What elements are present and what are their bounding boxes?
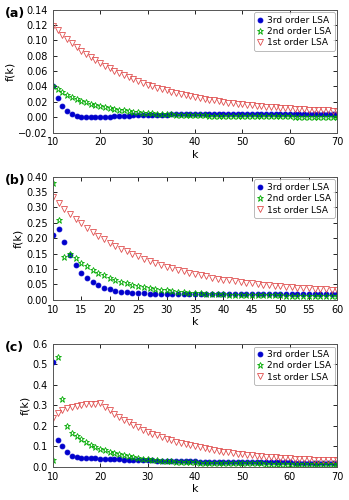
1st order LSA	[226, 450, 230, 456]
3rd order LSA	[335, 460, 339, 466]
1st order LSA	[113, 242, 118, 248]
3rd order LSA	[107, 456, 112, 462]
2nd order LSA	[335, 114, 339, 119]
2nd order LSA	[155, 457, 159, 463]
2nd order LSA	[51, 84, 55, 89]
2nd order LSA	[297, 114, 302, 119]
3rd order LSA	[244, 291, 248, 297]
1st order LSA	[202, 96, 207, 102]
1st order LSA	[51, 414, 55, 420]
1st order LSA	[335, 108, 339, 114]
3rd order LSA	[155, 112, 159, 117]
2nd order LSA	[136, 283, 140, 289]
2nd order LSA	[202, 112, 207, 118]
3rd order LSA	[297, 460, 302, 466]
2nd order LSA	[112, 450, 117, 456]
2nd order LSA	[107, 105, 112, 111]
Line: 2nd order LSA: 2nd order LSA	[49, 354, 341, 467]
1st order LSA	[112, 410, 117, 416]
3rd order LSA	[302, 111, 306, 117]
Line: 1st order LSA: 1st order LSA	[50, 194, 340, 293]
Text: (a): (a)	[5, 7, 25, 20]
Legend: 3rd order LSA, 2nd order LSA, 1st order LSA: 3rd order LSA, 2nd order LSA, 1st order …	[254, 346, 335, 386]
3rd order LSA	[221, 459, 225, 465]
2nd order LSA	[238, 292, 243, 298]
2nd order LSA	[117, 106, 121, 112]
3rd order LSA	[329, 291, 334, 297]
3rd order LSA	[207, 112, 211, 117]
2nd order LSA	[51, 456, 55, 462]
3rd order LSA	[117, 456, 121, 462]
2nd order LSA	[335, 460, 339, 466]
Line: 2nd order LSA: 2nd order LSA	[49, 83, 341, 120]
1st order LSA	[335, 287, 339, 293]
1st order LSA	[221, 99, 225, 105]
1st order LSA	[255, 281, 260, 287]
2nd order LSA	[113, 277, 118, 283]
2nd order LSA	[329, 293, 334, 299]
2nd order LSA	[207, 460, 211, 466]
3rd order LSA	[142, 290, 146, 296]
2nd order LSA	[221, 113, 225, 119]
1st order LSA	[329, 286, 334, 292]
3rd order LSA	[51, 360, 55, 366]
Line: 3rd order LSA: 3rd order LSA	[50, 84, 340, 120]
Y-axis label: f(k): f(k)	[6, 62, 16, 80]
X-axis label: k: k	[192, 318, 198, 328]
Y-axis label: f(k): f(k)	[14, 228, 23, 248]
3rd order LSA	[261, 291, 265, 297]
3rd order LSA	[51, 84, 55, 89]
1st order LSA	[335, 458, 339, 464]
3rd order LSA	[335, 291, 339, 297]
X-axis label: k: k	[192, 484, 198, 494]
1st order LSA	[136, 254, 140, 260]
3rd order LSA	[51, 232, 55, 238]
2nd order LSA	[150, 110, 155, 116]
3rd order LSA	[226, 111, 230, 117]
1st order LSA	[51, 194, 55, 200]
1st order LSA	[155, 432, 159, 438]
X-axis label: k: k	[192, 150, 198, 160]
1st order LSA	[117, 70, 121, 76]
3rd order LSA	[57, 226, 61, 232]
Legend: 3rd order LSA, 2nd order LSA, 1st order LSA: 3rd order LSA, 2nd order LSA, 1st order …	[254, 12, 335, 51]
Y-axis label: f(k): f(k)	[20, 396, 30, 415]
Line: 1st order LSA: 1st order LSA	[50, 400, 340, 464]
Text: (b): (b)	[5, 174, 25, 187]
3rd order LSA	[112, 114, 117, 119]
1st order LSA	[302, 456, 306, 462]
1st order LSA	[297, 106, 302, 112]
3rd order LSA	[335, 110, 339, 116]
2nd order LSA	[255, 292, 260, 298]
2nd order LSA	[122, 452, 126, 458]
3rd order LSA	[89, 114, 93, 120]
1st order LSA	[207, 446, 211, 452]
2nd order LSA	[142, 284, 146, 290]
3rd order LSA	[150, 458, 155, 464]
3rd order LSA	[122, 113, 126, 119]
1st order LSA	[142, 256, 146, 262]
Line: 2nd order LSA: 2nd order LSA	[49, 180, 341, 300]
2nd order LSA	[226, 460, 230, 466]
2nd order LSA	[335, 293, 339, 299]
1st order LSA	[107, 66, 112, 71]
2nd order LSA	[55, 354, 60, 360]
3rd order LSA	[202, 458, 207, 464]
1st order LSA	[238, 279, 243, 285]
Legend: 3rd order LSA, 2nd order LSA, 1st order LSA: 3rd order LSA, 2nd order LSA, 1st order …	[254, 180, 335, 218]
Line: 1st order LSA: 1st order LSA	[50, 22, 340, 114]
Line: 3rd order LSA: 3rd order LSA	[50, 226, 340, 296]
1st order LSA	[122, 416, 126, 422]
3rd order LSA	[147, 290, 151, 296]
1st order LSA	[150, 83, 155, 89]
1st order LSA	[98, 400, 102, 406]
2nd order LSA	[51, 180, 55, 186]
2nd order LSA	[302, 460, 306, 466]
Text: (c): (c)	[5, 342, 24, 354]
Line: 3rd order LSA: 3rd order LSA	[50, 360, 340, 465]
3rd order LSA	[119, 288, 123, 294]
1st order LSA	[51, 22, 55, 28]
